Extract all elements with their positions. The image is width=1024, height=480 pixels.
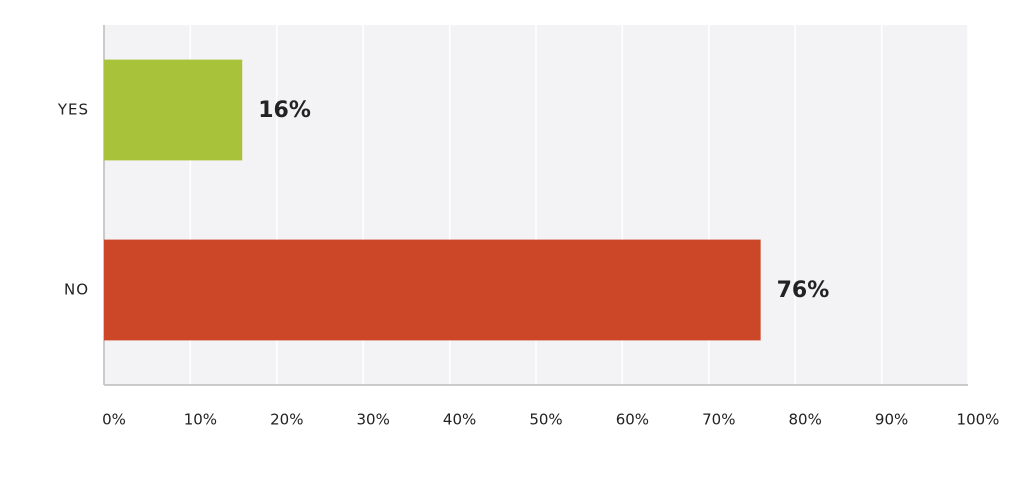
bar [104,239,761,341]
value-label: 76% [777,278,830,303]
y-tick-label: YES [57,101,89,119]
x-tick-label: 20% [270,411,303,429]
x-tick-label: 80% [789,411,822,429]
x-tick-label: 60% [616,411,649,429]
x-tick-label: 100% [957,411,1000,429]
y-tick-label: NO [64,281,89,299]
x-tick-label: 10% [184,411,217,429]
x-tick-label: 30% [357,411,390,429]
x-tick-label: 50% [529,411,562,429]
x-tick-label: 70% [702,411,735,429]
x-tick-label: 90% [875,411,908,429]
value-label: 16% [258,98,311,123]
x-tick-label: 40% [443,411,476,429]
bar [104,59,243,161]
x-tick-label: 0% [102,411,126,429]
